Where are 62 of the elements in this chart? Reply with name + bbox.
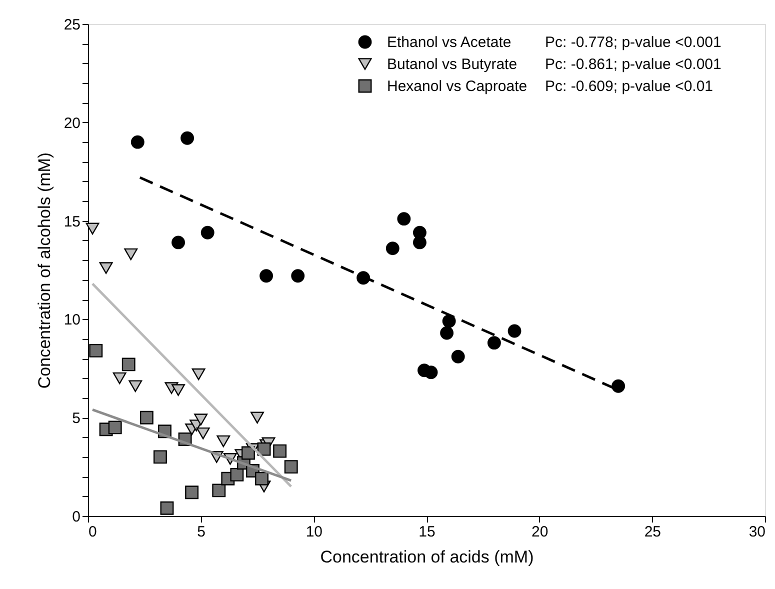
point [112, 372, 126, 384]
point [196, 427, 210, 440]
point [140, 410, 154, 424]
legend-label: Hexanol vs Caproate [387, 78, 528, 95]
point [257, 442, 271, 456]
x-axis-title: Concentration of acids (mM) [320, 548, 534, 566]
x-tick-label: 30 [748, 524, 766, 540]
point [185, 486, 199, 500]
x-tick-label: 10 [306, 524, 323, 540]
point [160, 501, 174, 515]
point [612, 379, 626, 393]
point [487, 336, 501, 350]
point [413, 236, 426, 250]
point [451, 350, 465, 364]
point [284, 460, 298, 474]
point [122, 358, 136, 372]
x-tick-label: 5 [197, 524, 206, 540]
point [108, 420, 122, 434]
annotation: Pc: -0.861; p-value <0.001 [545, 56, 722, 73]
point [397, 212, 411, 226]
point [255, 472, 268, 486]
point [180, 131, 194, 145]
point [130, 135, 144, 149]
y-tick-label: 10 [64, 312, 80, 329]
point [212, 484, 226, 498]
point [242, 446, 255, 460]
x-tick-label: 25 [644, 524, 662, 540]
point [194, 414, 208, 426]
point [440, 326, 454, 340]
point [216, 435, 230, 448]
point [386, 242, 400, 256]
point [200, 226, 214, 240]
y-tick-label: 5 [72, 410, 80, 428]
point [128, 380, 142, 392]
point [291, 269, 305, 283]
legend-label: Butanol vs Butyrate [387, 56, 518, 73]
point [230, 468, 244, 482]
x-tick-label: 0 [88, 524, 97, 540]
x-tick-label: 20 [531, 524, 548, 540]
point [172, 384, 185, 396]
annotation: Pc: -0.609; p-value <0.01 [545, 78, 714, 95]
point [260, 269, 273, 283]
point [424, 366, 438, 380]
point [153, 450, 167, 464]
y-axis-title: Concentration of alcohols (mM) [34, 152, 54, 389]
point [99, 262, 113, 274]
point [508, 324, 522, 338]
y-tick-label: 0 [72, 508, 80, 526]
point [442, 314, 456, 328]
point [172, 236, 185, 250]
x-tick-label: 15 [418, 524, 436, 540]
point [89, 344, 103, 358]
point [192, 368, 206, 380]
y-tick-label: 15 [64, 213, 80, 230]
y-tick-label: 25 [64, 16, 80, 34]
y-tick-label: 20 [64, 114, 80, 132]
annotation: Pc: -0.778; p-value <0.001 [545, 34, 722, 51]
point [86, 222, 100, 235]
point [250, 412, 264, 424]
point [124, 248, 138, 260]
point [273, 444, 287, 458]
legend-label: Ethanol vs Acetate [387, 34, 512, 51]
